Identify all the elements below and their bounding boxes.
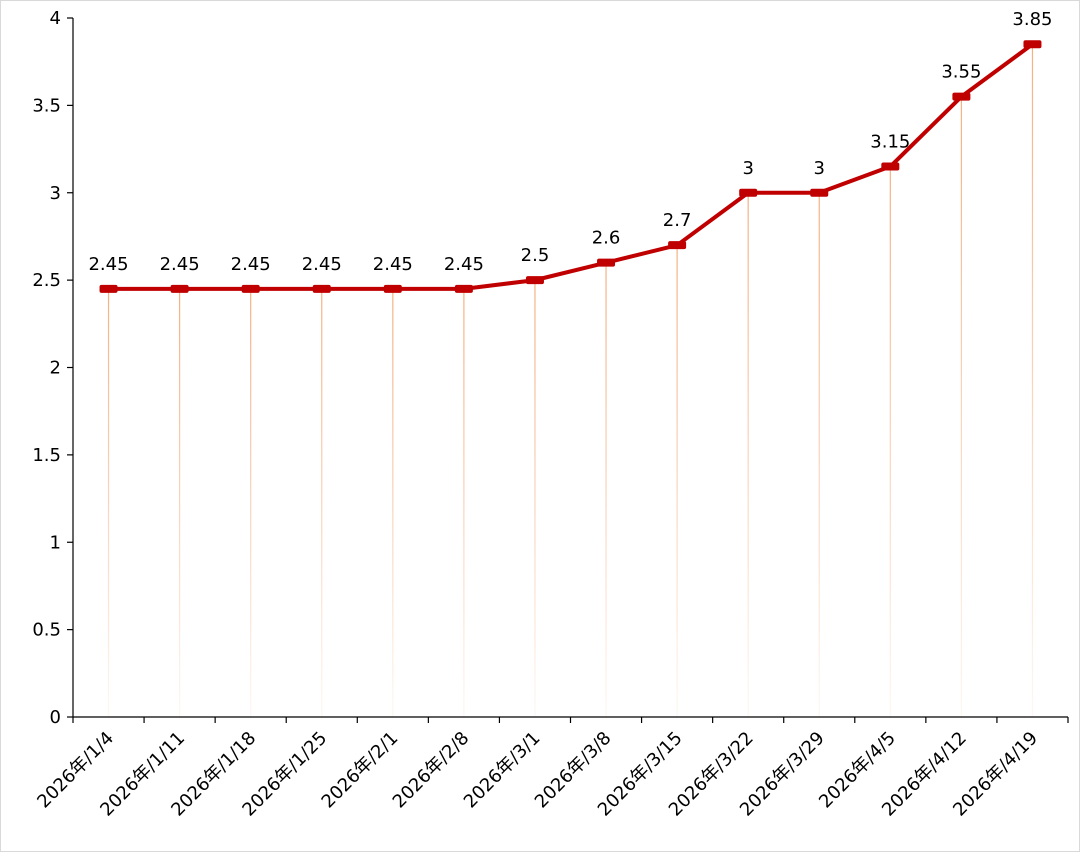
drop-line xyxy=(321,288,323,717)
y-tick-label: 1.5 xyxy=(32,445,61,466)
data-label: 2.45 xyxy=(231,254,271,275)
series-line xyxy=(99,40,1042,293)
data-label: 2.5 xyxy=(521,245,550,266)
data-label: 2.45 xyxy=(444,254,484,275)
drop-line xyxy=(392,288,394,717)
data-point xyxy=(1023,40,1042,49)
y-tick-label: 4 xyxy=(50,8,61,29)
data-point xyxy=(454,284,473,293)
x-axis-ticks: 2026年/1/42026年/1/112026年/1/182026年/1/252… xyxy=(33,717,1069,821)
data-label: 3 xyxy=(814,158,825,179)
data-point xyxy=(312,284,331,293)
y-axis-ticks: 0 0.5 1 1.5 2 2.5 3 3.5 4 xyxy=(32,8,73,728)
data-point xyxy=(810,188,829,197)
data-point xyxy=(881,162,900,171)
data-label: 2.6 xyxy=(592,228,621,249)
drop-line xyxy=(818,192,820,717)
drop-line xyxy=(463,288,465,717)
drop-line xyxy=(107,288,110,717)
y-tick-label: 2 xyxy=(50,358,61,379)
axes xyxy=(72,18,1068,718)
drop-line xyxy=(1031,44,1034,717)
data-point xyxy=(952,92,971,101)
data-point xyxy=(99,284,118,293)
data-point xyxy=(170,284,189,293)
data-label: 3.55 xyxy=(941,62,981,83)
y-tick-label: 0.5 xyxy=(32,620,61,641)
data-label: 2.7 xyxy=(663,210,692,231)
y-tick-label: 3 xyxy=(50,183,61,204)
drop-line xyxy=(676,245,678,718)
series-path xyxy=(108,42,1034,291)
drop-line xyxy=(605,262,607,717)
data-label: 2.45 xyxy=(88,254,128,275)
data-point xyxy=(668,241,687,250)
drop-line xyxy=(250,288,252,717)
data-label: 3.85 xyxy=(1012,9,1052,30)
data-label: 2.45 xyxy=(373,254,413,275)
data-point xyxy=(739,188,758,197)
drop-line xyxy=(889,166,891,718)
y-tick-label: 0 xyxy=(50,707,61,728)
data-point xyxy=(597,258,616,267)
drop-line xyxy=(960,96,962,717)
data-label: 3 xyxy=(742,158,753,179)
y-tick-label: 1 xyxy=(50,532,61,553)
data-labels: 2.45 2.45 2.45 2.45 2.45 2.45 2.5 2.6 2.7 3 3 3.15 3… xyxy=(88,9,1052,275)
data-label: 2.45 xyxy=(160,254,200,275)
y-tick-label: 2.5 xyxy=(32,270,61,291)
data-point xyxy=(241,284,260,293)
data-label: 3.15 xyxy=(870,132,910,153)
drop-lines xyxy=(107,44,1034,718)
drop-line xyxy=(179,288,181,717)
drop-line xyxy=(747,192,749,717)
data-point xyxy=(525,276,544,285)
drop-line xyxy=(534,280,536,717)
data-point xyxy=(383,284,402,293)
y-tick-label: 3.5 xyxy=(32,95,61,116)
data-label: 2.45 xyxy=(302,254,342,275)
